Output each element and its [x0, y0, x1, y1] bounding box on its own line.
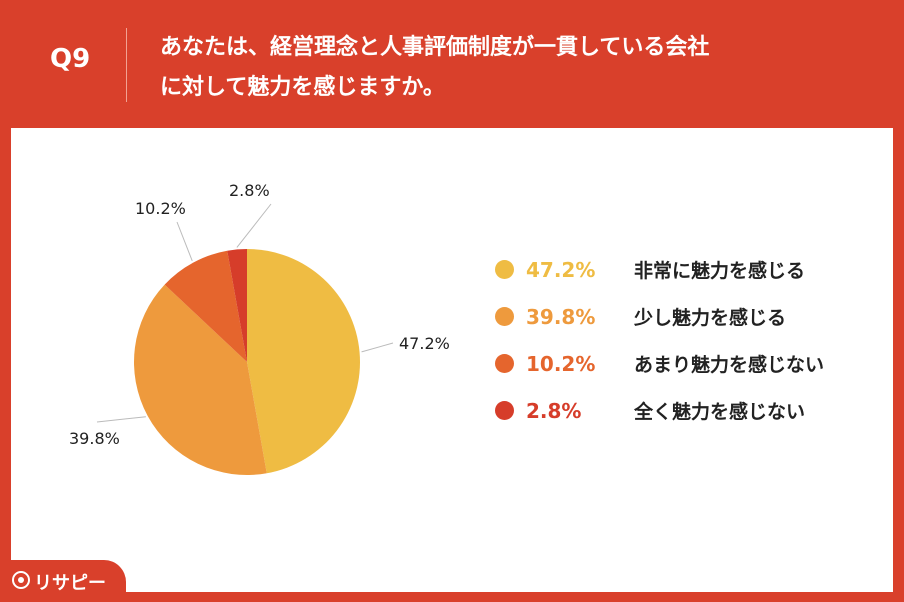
chart-panel: 47.2% 39.8% 10.2% 2.8% 47.2% 非常に魅力を感じる 39.8…: [11, 128, 893, 592]
slice-data-label: 10.2%: [135, 199, 186, 218]
legend-label: あまり魅力を感じない: [634, 354, 825, 376]
header-divider: [126, 28, 127, 102]
question-title: あなたは、経営理念と人事評価制度が一貫している会社 に対して魅力を感じますか。: [160, 28, 880, 108]
leader-line: [236, 203, 272, 248]
slice-data-label: 2.8%: [229, 181, 270, 200]
legend-item: 10.2% あまり魅力を感じない: [495, 350, 875, 377]
slice-data-label: 39.8%: [69, 429, 120, 448]
leader-line: [361, 342, 394, 353]
legend-dot: [495, 260, 514, 279]
legend-item: 47.2% 非常に魅力を感じる: [495, 256, 875, 283]
legend-label: 全く魅力を感じない: [634, 401, 806, 423]
pie-slice: [134, 284, 267, 475]
legend-percent: 10.2%: [526, 351, 596, 376]
legend-dot: [495, 307, 514, 326]
leader-line: [96, 416, 146, 423]
legend-item: 39.8% 少し魅力を感じる: [495, 303, 875, 330]
pie-chart: 47.2% 39.8% 10.2% 2.8%: [69, 181, 450, 475]
legend-label: 少し魅力を感じる: [634, 307, 787, 329]
legend-dot: [495, 401, 514, 420]
question-title-line-1: あなたは、経営理念と人事評価制度が一貫している会社: [160, 35, 710, 60]
pie-slice: [247, 249, 360, 474]
question-title-line-2: に対して魅力を感じますか。: [160, 75, 445, 100]
legend: 47.2% 非常に魅力を感じる 39.8% 少し魅力を感じる 10.2% あまり…: [495, 256, 875, 444]
leader-line: [176, 221, 193, 262]
legend-percent: 2.8%: [526, 398, 582, 423]
legend-percent: 47.2%: [526, 257, 596, 282]
pie-slice: [227, 249, 247, 362]
logo-text: リサピー: [34, 573, 106, 594]
pie-slice: [164, 250, 247, 362]
brand-logo: リサピー: [0, 560, 126, 602]
legend-item: 2.8% 全く魅力を感じない: [495, 397, 875, 424]
header: Q9 あなたは、経営理念と人事評価制度が一貫している会社 に対して魅力を感じます…: [0, 0, 904, 128]
legend-label: 非常に魅力を感じる: [634, 260, 806, 282]
question-number: Q9: [50, 44, 91, 74]
legend-percent: 39.8%: [526, 304, 596, 329]
logo-pin-icon: [12, 571, 30, 589]
slice-data-label: 47.2%: [399, 334, 450, 353]
legend-dot: [495, 354, 514, 373]
